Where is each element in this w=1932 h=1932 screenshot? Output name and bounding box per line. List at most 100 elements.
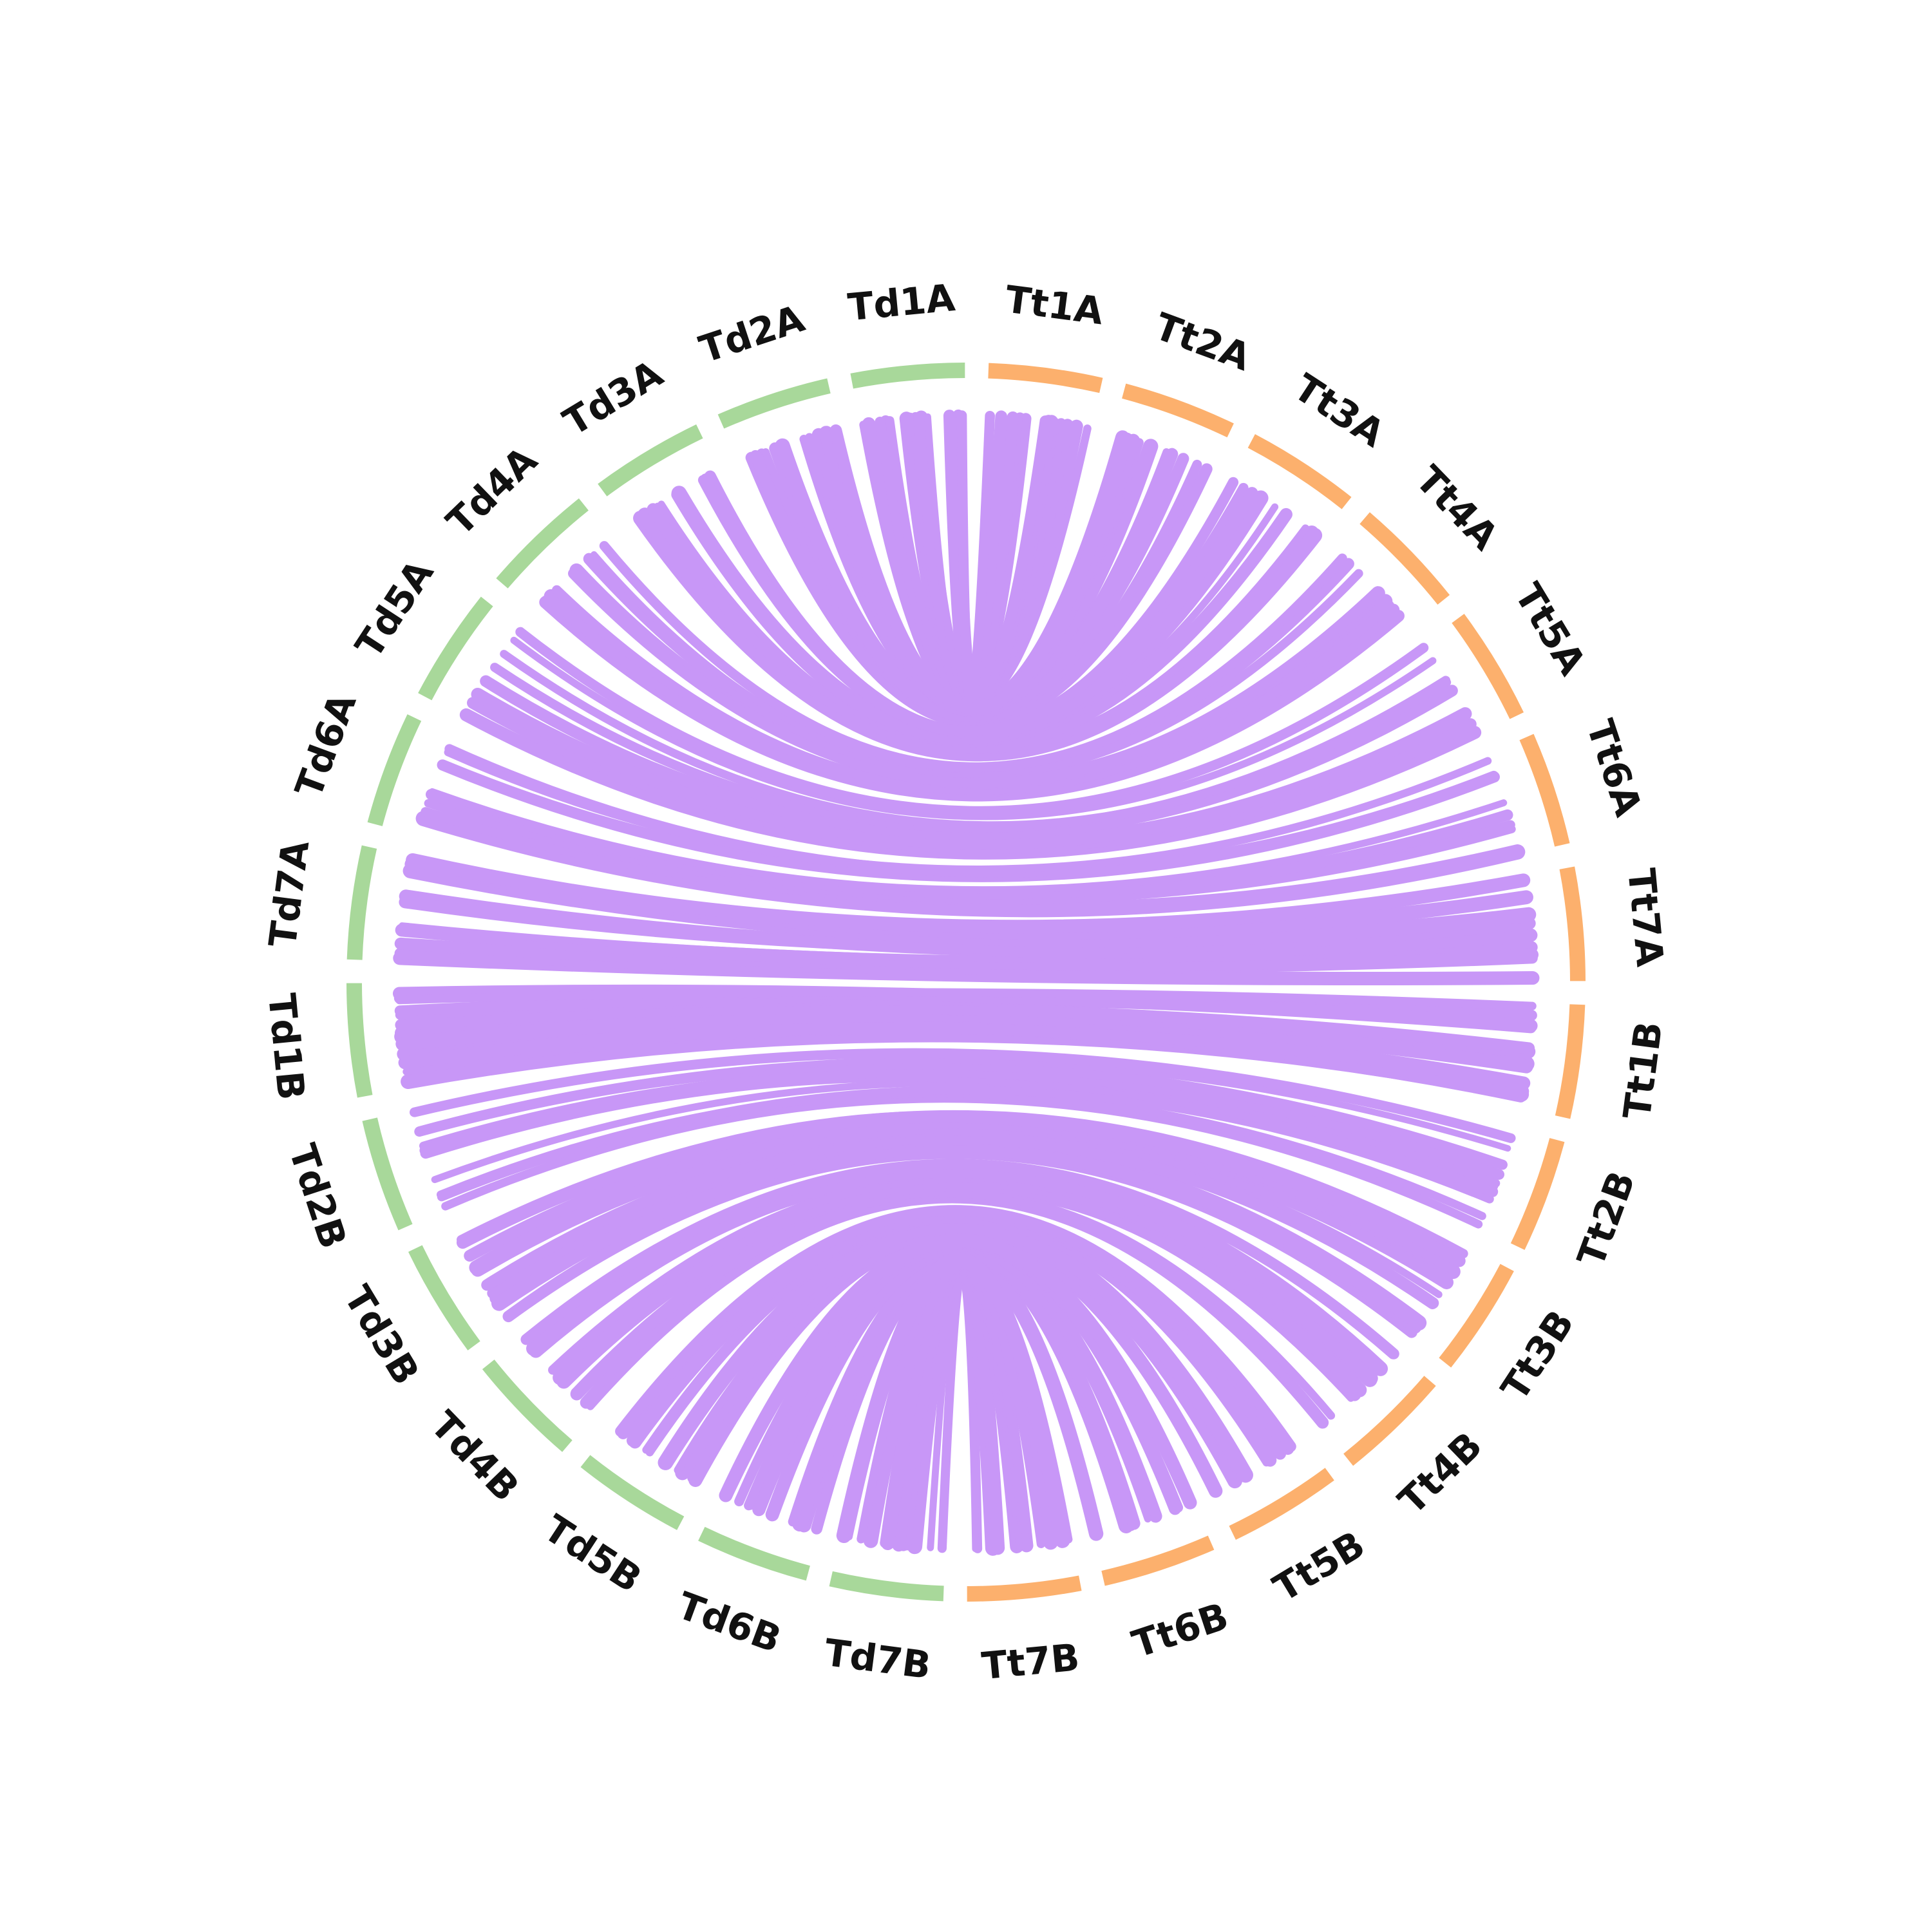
synteny-link <box>437 1085 1494 1204</box>
synteny-link <box>398 1020 1531 1090</box>
synteny-link <box>586 1194 1327 1426</box>
chromosome-label-tt5b: Tt5B <box>1266 1522 1372 1611</box>
chromosome-label-td5b: Td5B <box>536 1506 650 1602</box>
link-bundle-td7b-tt7b <box>836 1253 1073 1556</box>
link-bundle-td6a-tt6a <box>415 744 1526 918</box>
synteny-link <box>419 1066 1504 1180</box>
chromosome-arc-td5a <box>418 596 493 701</box>
synteny-link <box>491 1139 1427 1331</box>
chromosome-arc-tt5a <box>1452 614 1524 719</box>
chromosome-label-td3b: Td3B <box>336 1278 428 1392</box>
chromosome-arc-td2a <box>717 378 831 429</box>
chromosome-arc-td6a <box>367 714 422 826</box>
chromosome-arc-td4a <box>496 498 589 589</box>
synteny-link <box>456 1110 1466 1267</box>
chromosome-label-td6a: Td6A <box>287 688 365 804</box>
synteny-link <box>520 1159 1399 1359</box>
synteny-link <box>700 473 1239 737</box>
link-bundle-td5a-tt5a <box>459 627 1482 860</box>
chromosome-label-tt4b: Tt4B <box>1390 1423 1490 1522</box>
synteny-links <box>392 409 1540 1556</box>
chromosome-label-tt5a: Tt5A <box>1506 576 1595 683</box>
synteny-link <box>395 1002 1535 1054</box>
chromosome-label-td4b: Td4B <box>422 1403 528 1510</box>
chromosome-arc-td4b <box>482 1359 573 1452</box>
chromosome-label-td2a: Td2A <box>694 296 810 372</box>
link-bundle-td2b-tt2b <box>409 1048 1516 1229</box>
chromosome-label-td2b: Td2B <box>280 1139 355 1254</box>
chromosome-arc-tt2a <box>1122 383 1234 438</box>
chromosome-arc-tt3a <box>1247 434 1352 509</box>
chromosome-label-td1b: Td1B <box>260 992 313 1102</box>
chromosome-arc-tt7b <box>967 1575 1082 1602</box>
chromosome-label-td7b: Td7B <box>822 1631 933 1688</box>
chromosome-arc-tt5b <box>1229 1468 1334 1540</box>
chromosome-label-td5a: Td5A <box>347 552 442 666</box>
link-bundle-td1b-tt1b <box>392 984 1538 1103</box>
synteny-link <box>415 1057 1511 1152</box>
chromosome-arc-tt6a <box>1519 734 1570 847</box>
synteny-link <box>836 1253 1070 1548</box>
synteny-link <box>568 568 1383 788</box>
chromosome-arc-tt7a <box>1559 866 1586 981</box>
chromosome-label-tt2b: Tt2B <box>1569 1165 1643 1272</box>
synteny-link <box>510 636 1437 820</box>
link-bundle-td3a-tt3a <box>633 470 1323 762</box>
chromosome-label-tt7b: Tt7B <box>980 1635 1081 1688</box>
link-bundle-td4b-tt4b <box>520 1159 1399 1429</box>
synteny-link <box>599 541 1347 772</box>
chromosome-arc-td5b <box>580 1455 685 1530</box>
link-bundle-td2a-tt2a <box>745 424 1213 729</box>
chromosome-arc-td1a <box>850 363 965 389</box>
chromosome-label-tt3b: Tt3B <box>1493 1302 1583 1408</box>
chromosome-label-tt3a: Tt3A <box>1286 365 1392 455</box>
chromosome-label-tt6b: Tt6B <box>1127 1594 1234 1666</box>
chromosome-arc-tt3b <box>1439 1264 1514 1368</box>
chromosome-arc-td6b <box>698 1526 810 1581</box>
chromosome-arc-tt1b <box>1555 1004 1586 1119</box>
synteny-link <box>480 675 1458 840</box>
chromosome-arc-tt2b <box>1510 1138 1565 1250</box>
chromosome-arc-td2b <box>362 1117 413 1231</box>
chromosome-label-td7a: Td7A <box>260 838 317 950</box>
chromosome-label-td3a: Td3A <box>556 352 670 444</box>
synteny-link <box>956 410 995 704</box>
synteny-link <box>658 1218 1253 1483</box>
chromosome-label-tt4a: Tt4A <box>1407 457 1507 558</box>
synteny-link <box>395 988 1537 1010</box>
synteny-link <box>615 1205 1296 1452</box>
synteny-link <box>444 748 1492 873</box>
chromosome-arc-td3a <box>598 424 703 497</box>
synteny-link <box>515 627 1429 817</box>
synteny-link <box>481 1132 1439 1309</box>
chromosome-ideogram <box>346 363 1586 1602</box>
synteny-link <box>471 687 1472 850</box>
chromosome-arc-td7a <box>346 845 377 960</box>
synteny-link <box>395 923 1539 971</box>
chromosome-label-tt1a: Tt1A <box>1003 277 1106 333</box>
chromosome-label-td1a: Td1A <box>846 276 957 329</box>
synteny-link <box>500 650 1452 829</box>
chromosome-label-td4a: Td4A <box>438 438 545 544</box>
chromosome-arc-tt4b <box>1343 1376 1436 1466</box>
synteny-link <box>424 799 1516 904</box>
link-bundle-td4a-tt4a <box>539 541 1405 802</box>
synteny-link <box>399 922 1535 963</box>
synteny-link <box>428 788 1508 894</box>
synteny-link <box>719 1233 1197 1510</box>
chromosome-arc-td7b <box>829 1571 944 1602</box>
synteny-link <box>552 585 1394 795</box>
synteny-link <box>406 853 1531 934</box>
chromosome-arc-td3b <box>408 1245 480 1350</box>
synteny-link <box>671 489 1266 745</box>
chromosome-label-tt6a: Tt6A <box>1578 714 1650 821</box>
chromosome-arc-tt4a <box>1359 512 1450 605</box>
chromosome-label-tt1b: Tt1B <box>1615 1019 1671 1121</box>
chromosome-arc-tt1a <box>988 363 1103 393</box>
chromosome-arc-td1b <box>346 983 373 1098</box>
link-bundle-td7a-tt7a <box>393 853 1540 986</box>
chromosome-label-td6b: Td6B <box>672 1584 787 1662</box>
synteny-link <box>526 1162 1388 1376</box>
synteny-link <box>409 1048 1516 1143</box>
